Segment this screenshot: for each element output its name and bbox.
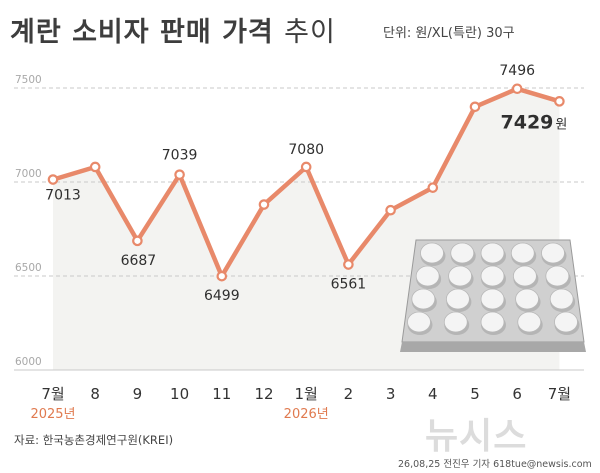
data-point <box>300 161 312 173</box>
x-tick-label: 8 <box>90 385 100 403</box>
egg <box>446 288 470 310</box>
data-label: 6499 <box>204 288 240 304</box>
source-note: 자료: 한국농촌경제연구원(KREI) <box>14 433 174 447</box>
data-point <box>385 204 396 216</box>
egg <box>450 242 475 264</box>
egg <box>541 242 565 264</box>
data-point <box>258 199 270 210</box>
egg <box>480 265 505 287</box>
credit-line: 26,08,25 전진우 기자 618tue@newsis.com <box>398 459 592 470</box>
year-label: 2026년 <box>284 407 329 422</box>
egg <box>480 311 505 333</box>
tray-edge <box>400 342 586 352</box>
data-label: 7496 <box>499 63 535 79</box>
egg <box>510 242 535 264</box>
x-tick-label: 12 <box>254 385 273 403</box>
egg <box>517 311 542 333</box>
data-label: 7013 <box>45 188 81 204</box>
data-label: 6687 <box>121 253 157 269</box>
x-tick-label: 7월 <box>41 385 64 403</box>
egg <box>415 265 440 287</box>
data-point <box>132 235 143 247</box>
data-point <box>89 161 101 173</box>
y-tick-label: 7500 <box>15 74 42 86</box>
data-point <box>343 259 354 270</box>
title-suffix: 추이 <box>284 17 336 48</box>
x-tick-label: 7월 <box>548 385 571 403</box>
egg <box>480 288 505 310</box>
x-tick-label: 5 <box>470 385 480 403</box>
title-main: 계란 소비자 판매 가격 <box>10 17 274 48</box>
x-tick-label: 9 <box>133 385 143 403</box>
egg <box>411 288 436 310</box>
x-tick-label: 3 <box>386 385 396 403</box>
egg <box>448 265 472 287</box>
y-tick-label: 7000 <box>15 168 42 180</box>
data-point <box>427 182 439 193</box>
unit-label: 단위: 원/XL(특란) 30구 <box>383 26 515 41</box>
data-point <box>174 169 185 180</box>
x-tick-label: 10 <box>170 385 189 403</box>
egg <box>420 242 444 264</box>
data-point <box>511 83 523 95</box>
egg <box>513 265 537 287</box>
egg-tray-icon <box>400 239 586 352</box>
y-tick-label: 6500 <box>15 262 42 274</box>
x-tick-label: 1월 <box>295 385 318 403</box>
egg <box>515 288 539 310</box>
year-label: 2025년 <box>30 407 75 422</box>
data-label: 7429 <box>501 111 554 133</box>
x-tick-label: 4 <box>428 385 438 403</box>
egg <box>554 311 578 333</box>
data-label: 7080 <box>288 142 324 158</box>
data-point <box>469 101 481 113</box>
egg <box>407 311 431 333</box>
egg <box>545 265 570 287</box>
egg <box>549 288 574 310</box>
data-label-unit: 원 <box>555 117 567 132</box>
egg <box>480 242 505 264</box>
chart-title: 계란 소비자 판매 가격 추이 <box>10 10 336 49</box>
data-point <box>216 270 228 282</box>
data-point <box>47 174 59 185</box>
data-label: 7039 <box>162 148 198 164</box>
data-point <box>554 96 565 107</box>
egg <box>443 311 468 333</box>
watermark-logo: 뉴시스 <box>425 416 528 457</box>
x-tick-label: 6 <box>512 385 522 403</box>
y-tick-label: 6000 <box>15 356 42 368</box>
x-tick-label: 2 <box>344 385 354 403</box>
data-label: 6561 <box>331 277 367 293</box>
x-tick-label: 11 <box>212 385 231 403</box>
